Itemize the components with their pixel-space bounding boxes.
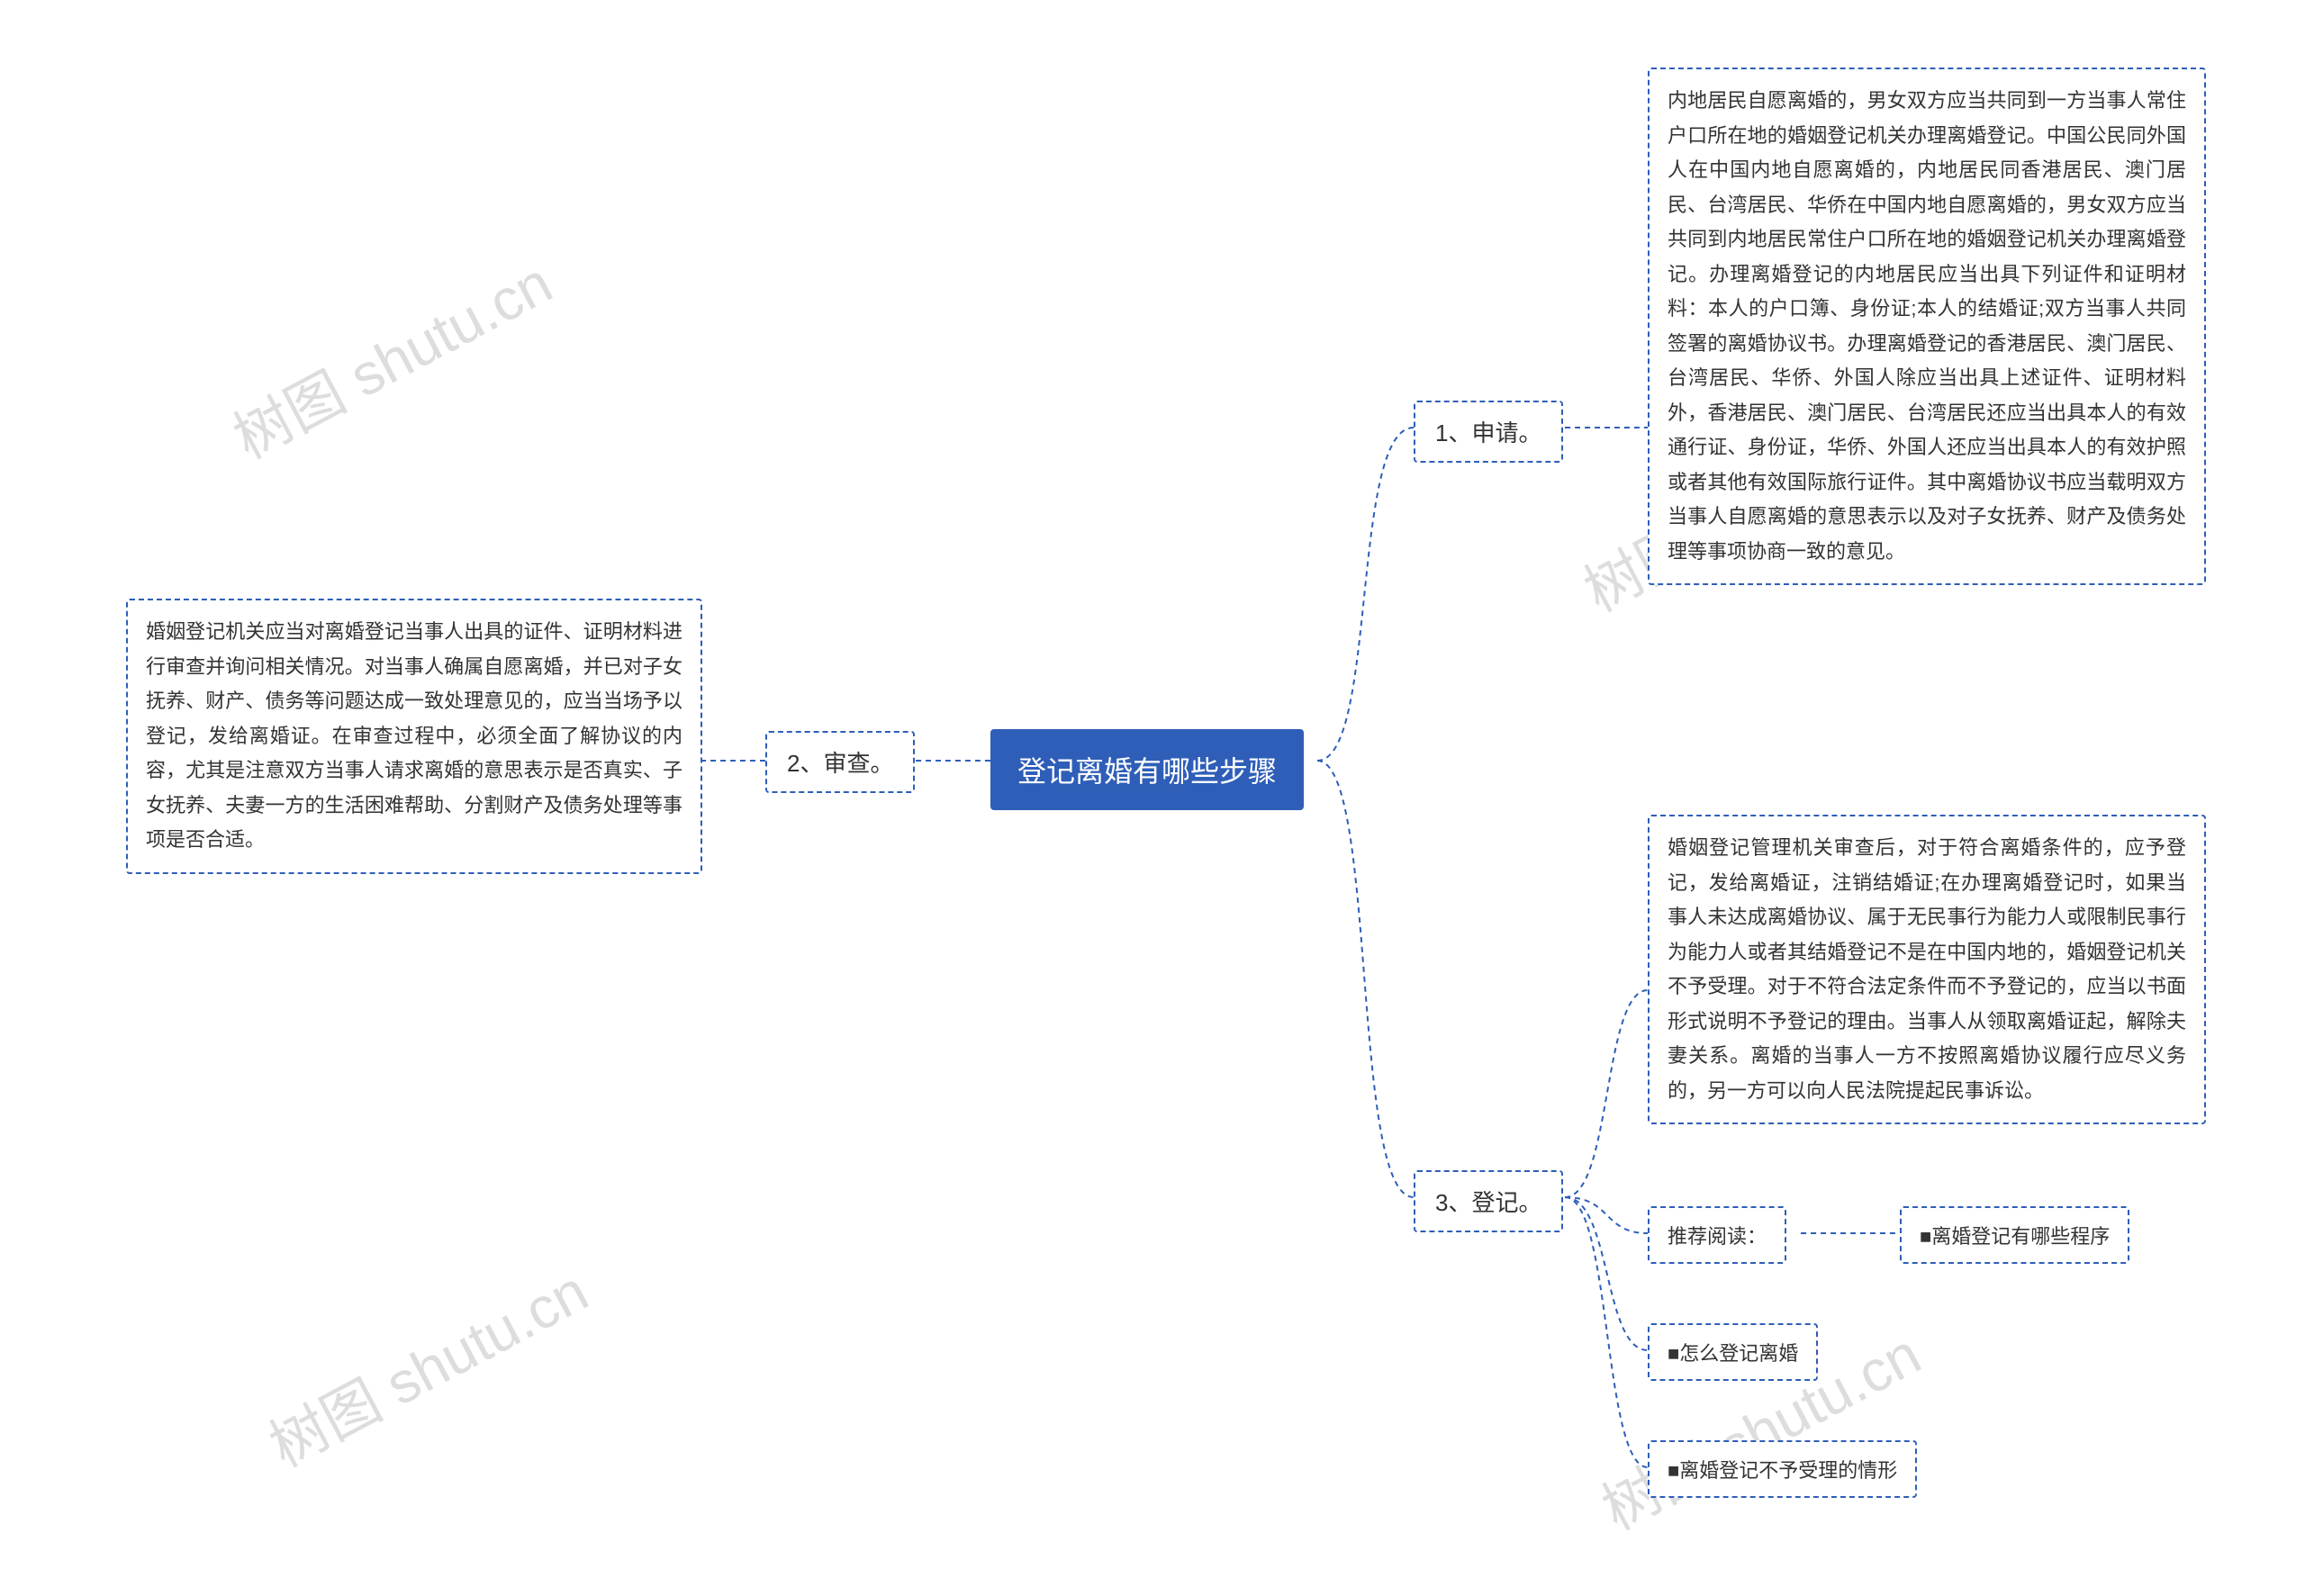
step3-detail: 婚姻登记管理机关审查后，对于符合离婚条件的，应予登记，发给离婚证，注销结婚证;在… <box>1648 815 2206 1124</box>
step2-node: 2、审查。 <box>765 731 915 793</box>
recommended-link-2: ■怎么登记离婚 <box>1648 1323 1818 1381</box>
recommended-link-3: ■离婚登记不予受理的情形 <box>1648 1440 1917 1498</box>
recommended-link-1: ■离婚登记有哪些程序 <box>1900 1206 2129 1264</box>
step1-detail: 内地居民自愿离婚的，男女双方应当共同到一方当事人常住户口所在地的婚姻登记机关办理… <box>1648 68 2206 585</box>
root-node: 登记离婚有哪些步骤 <box>990 729 1304 810</box>
step3-node: 3、登记。 <box>1414 1170 1563 1232</box>
watermark: 树图 shutu.cn <box>217 238 565 474</box>
watermark: 树图 shutu.cn <box>253 1246 601 1483</box>
step2-detail: 婚姻登记机关应当对离婚登记当事人出具的证件、证明材料进行审查并询问相关情况。对当… <box>126 599 702 874</box>
recommended-label: 推荐阅读： <box>1648 1206 1786 1264</box>
step1-node: 1、申请。 <box>1414 401 1563 463</box>
